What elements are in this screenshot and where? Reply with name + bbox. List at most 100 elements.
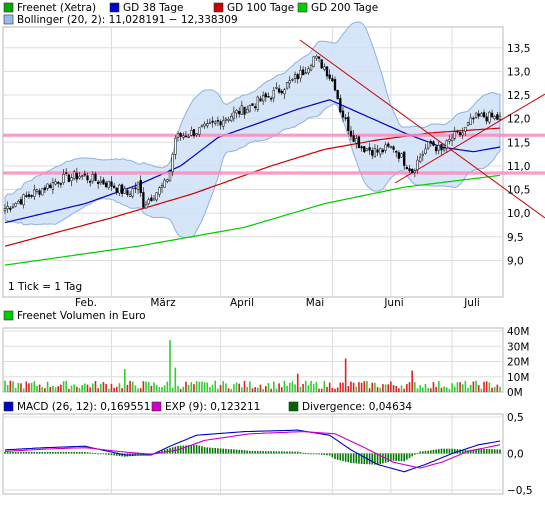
volume-bar (137, 388, 139, 392)
volume-bar (203, 382, 206, 392)
volume-bar (352, 382, 355, 392)
divergence-bar (54, 451, 57, 454)
volume-bar (384, 384, 387, 392)
divergence-bar (312, 453, 315, 455)
volume-bar (54, 387, 57, 392)
divergence-bar (374, 453, 376, 465)
volume-panel (2, 327, 504, 393)
volume-bar (355, 386, 358, 392)
candle (75, 172, 79, 180)
candle (411, 168, 414, 173)
candle (81, 175, 84, 177)
candle (144, 203, 148, 209)
volume-bar (406, 384, 408, 392)
divergence-bar (392, 453, 395, 461)
volume-bar (52, 386, 54, 392)
divergence-bar (360, 453, 363, 464)
volume-bar (387, 384, 390, 392)
volume-bar (379, 387, 382, 392)
volume-bar (115, 386, 118, 392)
candle (211, 120, 214, 123)
volume-bar (488, 382, 491, 392)
divergence-bar (107, 453, 110, 455)
volume-bar (118, 383, 121, 392)
volume-bar (443, 386, 445, 392)
candle (269, 97, 273, 100)
volume-bar (326, 386, 328, 392)
candle (280, 90, 283, 94)
candle (232, 111, 236, 119)
candle (123, 188, 126, 194)
candle (251, 103, 254, 106)
candle (238, 111, 241, 115)
macd-tick-label: 0,5 (507, 412, 524, 424)
volume-bar (36, 386, 38, 392)
divergence-bar (414, 453, 416, 455)
divergence-bar (326, 453, 328, 456)
price-tick-label: 12,5 (507, 90, 530, 102)
divergence-bar (203, 447, 206, 454)
volume-bar (139, 388, 142, 392)
divergence-bar (448, 448, 451, 454)
candle (317, 56, 321, 59)
volume-axis: 0M 10M 20M 30M 40M (507, 326, 529, 399)
volume-bar (185, 381, 187, 392)
divergence-bar (406, 453, 408, 460)
candle (341, 110, 345, 118)
divergence-bar (379, 453, 382, 465)
volume-bar (480, 388, 483, 392)
divergence-bar (185, 445, 187, 454)
divergence-bar (209, 447, 211, 454)
candle (466, 122, 470, 126)
legend-label: GD 38 Tage (123, 2, 184, 14)
volume-bar (243, 380, 246, 392)
candle (174, 137, 177, 155)
candle (339, 98, 342, 113)
divergence-bar (352, 453, 355, 464)
volume-bar (286, 385, 288, 392)
divergence-bar (57, 451, 60, 454)
candle (240, 105, 244, 115)
volume-bar (318, 388, 320, 392)
price-tick-label: 9,0 (507, 255, 524, 267)
divergence-bar (49, 451, 52, 454)
volume-bar (395, 385, 398, 392)
candle (331, 78, 334, 82)
volume-grid (4, 329, 502, 391)
volume-bar (259, 384, 262, 392)
candle (25, 195, 28, 197)
candle (315, 55, 318, 59)
candle (440, 144, 443, 151)
volume-bar (46, 381, 49, 392)
divergence-bar (113, 453, 115, 456)
divergence-bar (318, 453, 320, 455)
volume-bar (414, 382, 416, 392)
legend-swatch (3, 310, 14, 321)
volume-bar (403, 388, 405, 392)
volume-bar (262, 388, 264, 392)
divergence-bar (270, 451, 272, 454)
volume-bar (227, 388, 230, 392)
volume-bar (166, 381, 169, 392)
divergence-bar (398, 453, 400, 462)
candle (264, 93, 267, 98)
divergence-bar (288, 451, 291, 454)
candle (488, 111, 491, 123)
candle (203, 123, 206, 127)
divergence-bar (94, 453, 97, 454)
divergence-bar (217, 448, 219, 454)
candle (192, 129, 196, 137)
candle (381, 149, 385, 153)
volume-bar (238, 383, 240, 392)
candle (482, 112, 486, 118)
volume-bar (491, 387, 493, 392)
divergence-bar (92, 452, 94, 454)
candle (17, 201, 20, 204)
candle (142, 192, 145, 208)
candle (421, 153, 424, 156)
divergence-bar (206, 447, 209, 454)
volume-bar (432, 382, 435, 392)
candle (405, 166, 409, 170)
volume-bar (217, 388, 219, 392)
candle (184, 135, 188, 138)
